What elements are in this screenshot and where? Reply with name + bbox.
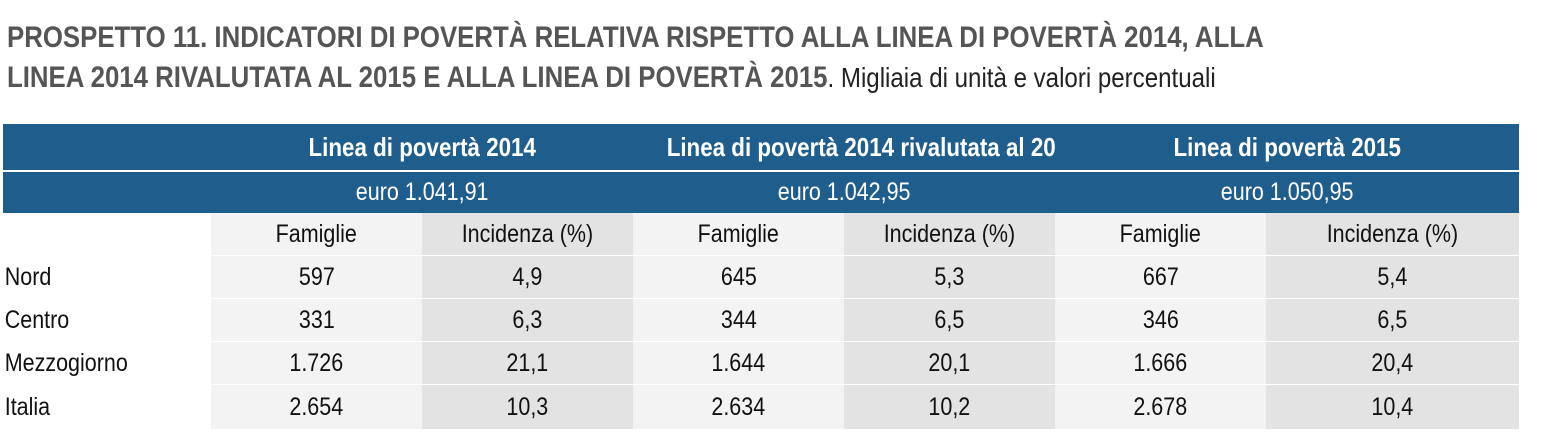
title-bold-line-1: PROSPETTO 11. INDICATORI DI POVERTÀ RELA… bbox=[7, 21, 1264, 54]
cell-value: 344 bbox=[720, 305, 757, 334]
cell-value: 10,2 bbox=[928, 392, 971, 421]
table-cell: 1.644 bbox=[633, 341, 845, 385]
cell-value: 2.634 bbox=[711, 392, 766, 421]
title-bold-line-2: LINEA 2014 RIVALUTATA AL 2015 E ALLA LIN… bbox=[7, 61, 828, 94]
area-name: Mezzogiorno bbox=[4, 348, 128, 377]
row-label: Centro bbox=[3, 298, 211, 342]
table-cell: 331 bbox=[211, 298, 422, 342]
row-label: Italia bbox=[3, 384, 211, 430]
table-cell: 6,3 bbox=[422, 298, 634, 342]
table-cell: 2.678 bbox=[1055, 384, 1267, 430]
subheader-label: Famiglie bbox=[275, 219, 358, 248]
subheader-label: Incidenza (%) bbox=[1326, 219, 1459, 248]
table-cell: 645 bbox=[633, 255, 845, 299]
threshold-value-2014-rivalutata: euro 1.042,95 bbox=[777, 178, 911, 206]
threshold-corner bbox=[3, 170, 211, 213]
threshold-2014: euro 1.041,91 bbox=[211, 170, 634, 213]
table-cell: 21,1 bbox=[422, 341, 634, 385]
table-cell: 4,9 bbox=[422, 255, 634, 299]
cell-value: 2.678 bbox=[1133, 392, 1188, 421]
table-cell: 10,3 bbox=[422, 384, 634, 430]
threshold-row: euro 1.041,91 euro 1.042,95 euro 1.050,9… bbox=[3, 170, 1520, 213]
table-cell: 6,5 bbox=[844, 298, 1056, 342]
cell-value: 4,9 bbox=[512, 262, 543, 291]
poverty-table: Linea di povertà 2014 Linea di povertà 2… bbox=[3, 124, 1520, 430]
subheader-label: Incidenza (%) bbox=[883, 219, 1016, 248]
table-cell: 667 bbox=[1055, 255, 1267, 299]
table-cell: 10,2 bbox=[844, 384, 1056, 430]
title-line-2: LINEA 2014 RIVALUTATA AL 2015 E ALLA LIN… bbox=[7, 58, 1323, 98]
area-name: Italia bbox=[4, 392, 51, 421]
subheader-label: Incidenza (%) bbox=[461, 219, 594, 248]
title-subtitle: . Migliaia di unità e valori percentuali bbox=[827, 62, 1216, 93]
cell-value: 6,5 bbox=[1377, 305, 1408, 334]
subheader-incidenza-2014-rivalutata: Incidenza (%) bbox=[844, 213, 1056, 256]
subheader-famiglie-2014: Famiglie bbox=[211, 213, 422, 256]
group-header-2014: Linea di povertà 2014 bbox=[211, 124, 634, 172]
cell-value: 1.726 bbox=[289, 348, 344, 377]
subheader-incidenza-2014: Incidenza (%) bbox=[422, 213, 634, 256]
subheader-famiglie-2014-rivalutata: Famiglie bbox=[633, 213, 845, 256]
cell-value: 10,4 bbox=[1371, 392, 1414, 421]
subheader-label: Famiglie bbox=[697, 219, 780, 248]
table-cell: 1.726 bbox=[211, 341, 422, 385]
area-name: Centro bbox=[4, 305, 70, 334]
cell-value: 597 bbox=[298, 262, 335, 291]
subheader-corner bbox=[3, 213, 211, 256]
cell-value: 346 bbox=[1142, 305, 1179, 334]
cell-value: 645 bbox=[720, 262, 757, 291]
table-cell: 5,4 bbox=[1266, 255, 1520, 299]
column-subheader-row: Famiglie Incidenza (%) Famiglie Incidenz… bbox=[3, 213, 1520, 256]
cell-value: 1.666 bbox=[1133, 348, 1188, 377]
table-cell: 5,3 bbox=[844, 255, 1056, 299]
cell-value: 2.654 bbox=[289, 392, 344, 421]
cell-value: 5,4 bbox=[1377, 262, 1408, 291]
group-label-2015: Linea di povertà 2015 bbox=[1173, 131, 1401, 162]
subheader-label: Famiglie bbox=[1119, 219, 1202, 248]
table-row-mezzogiorno: Mezzogiorno 1.726 21,1 1.644 20,1 1.666 … bbox=[3, 341, 1520, 385]
table-cell: 2.654 bbox=[211, 384, 422, 430]
table-cell: 346 bbox=[1055, 298, 1267, 342]
table-cell: 2.634 bbox=[633, 384, 845, 430]
cell-value: 20,4 bbox=[1371, 348, 1414, 377]
row-label: Mezzogiorno bbox=[3, 341, 211, 385]
table-row-italia: Italia 2.654 10,3 2.634 10,2 2.678 10,4 bbox=[3, 384, 1520, 430]
area-name: Nord bbox=[4, 262, 52, 291]
table-cell: 10,4 bbox=[1266, 384, 1520, 430]
group-label-2014: Linea di povertà 2014 bbox=[308, 131, 536, 162]
cell-value: 1.644 bbox=[711, 348, 766, 377]
group-label-2014-rivalutata: Linea di povertà 2014 rivalutata al 2015 bbox=[666, 131, 1056, 162]
subheader-famiglie-2015: Famiglie bbox=[1055, 213, 1267, 256]
table-cell: 1.666 bbox=[1055, 341, 1267, 385]
cell-value: 10,3 bbox=[506, 392, 549, 421]
row-label: Nord bbox=[3, 255, 211, 299]
group-header-2014-rivalutata: Linea di povertà 2014 rivalutata al 2015 bbox=[633, 124, 1056, 172]
cell-value: 331 bbox=[298, 305, 335, 334]
table-cell: 597 bbox=[211, 255, 422, 299]
table-cell: 344 bbox=[633, 298, 845, 342]
threshold-value-2014: euro 1.041,91 bbox=[355, 178, 489, 206]
table-cell: 20,1 bbox=[844, 341, 1056, 385]
poverty-indicators-table: Linea di povertà 2014 Linea di povertà 2… bbox=[3, 124, 1520, 430]
table-cell: 6,5 bbox=[1266, 298, 1520, 342]
cell-value: 5,3 bbox=[934, 262, 965, 291]
table-row-nord: Nord 597 4,9 645 5,3 667 5,4 bbox=[3, 255, 1520, 299]
table-row-centro: Centro 331 6,3 344 6,5 346 6,5 bbox=[3, 298, 1520, 342]
cell-value: 20,1 bbox=[928, 348, 971, 377]
header-corner bbox=[3, 124, 211, 172]
cell-value: 667 bbox=[1142, 262, 1179, 291]
table-title: PROSPETTO 11. INDICATORI DI POVERTÀ RELA… bbox=[7, 18, 1323, 98]
threshold-value-2015: euro 1.050,95 bbox=[1220, 178, 1354, 206]
group-header-2015: Linea di povertà 2015 bbox=[1055, 124, 1520, 172]
cell-value: 6,5 bbox=[934, 305, 965, 334]
cell-value: 6,3 bbox=[512, 305, 543, 334]
cell-value: 21,1 bbox=[506, 348, 549, 377]
table-cell: 20,4 bbox=[1266, 341, 1520, 385]
title-line-1: PROSPETTO 11. INDICATORI DI POVERTÀ RELA… bbox=[7, 18, 1323, 58]
group-header-row: Linea di povertà 2014 Linea di povertà 2… bbox=[3, 124, 1520, 172]
threshold-2015: euro 1.050,95 bbox=[1055, 170, 1520, 213]
threshold-2014-rivalutata: euro 1.042,95 bbox=[633, 170, 1056, 213]
subheader-incidenza-2015: Incidenza (%) bbox=[1266, 213, 1520, 256]
